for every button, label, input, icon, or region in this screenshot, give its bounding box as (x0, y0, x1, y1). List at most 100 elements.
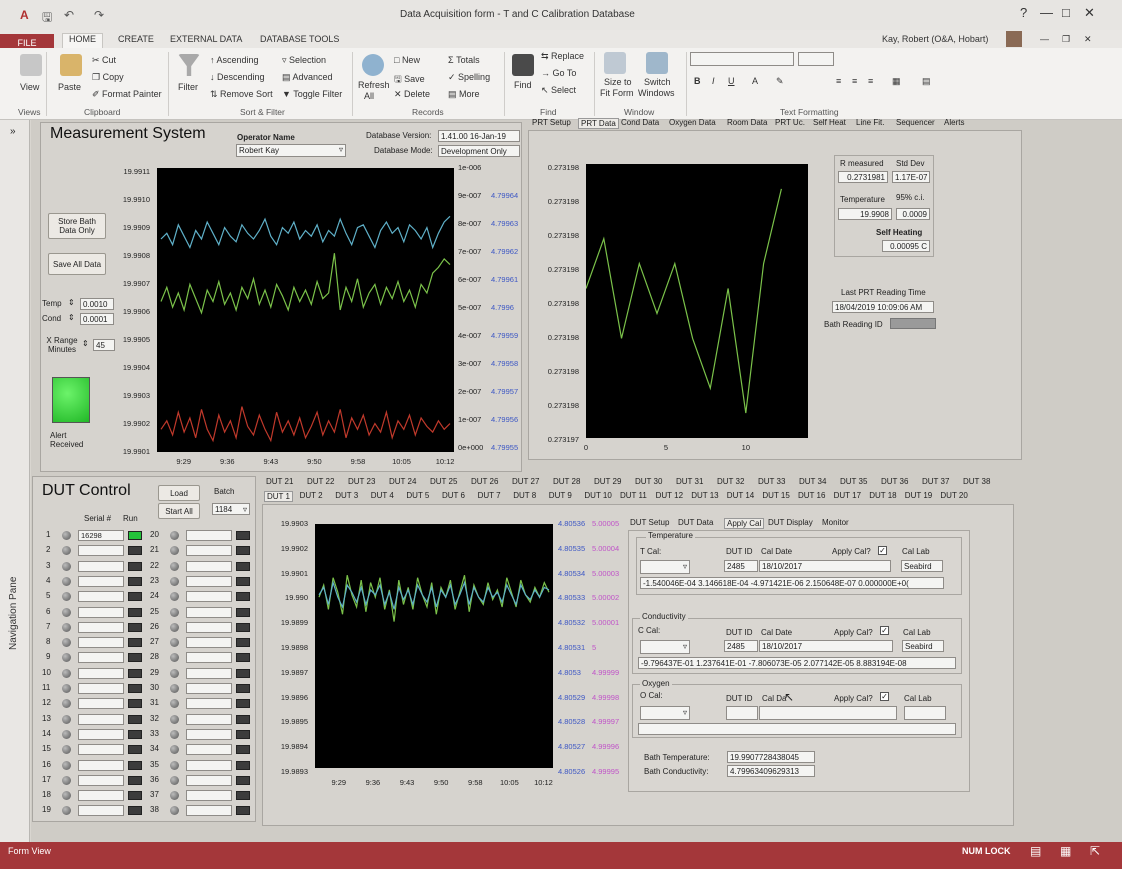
user-name[interactable]: Kay, Robert (O&A, Hobart) (882, 34, 989, 44)
subtab-monitor[interactable]: Monitor (822, 518, 849, 527)
store-bath-data-button[interactable]: Store Bath Data Only (48, 213, 106, 239)
dut-serial-input[interactable] (78, 545, 124, 557)
dut-serial-input[interactable] (78, 637, 124, 649)
dut-serial-input[interactable] (186, 606, 232, 618)
tab-dut-dut-5[interactable]: DUT 5 (406, 491, 430, 500)
dut-serial-input[interactable] (186, 759, 232, 771)
dut-run-toggle[interactable] (128, 729, 142, 739)
ascending-button[interactable]: ↑ Ascending (210, 55, 259, 65)
dut-run-toggle[interactable] (128, 546, 142, 556)
c-cal-lab-field[interactable]: Seabird (902, 640, 944, 652)
dut-run-toggle[interactable] (236, 607, 250, 617)
format-painter-button[interactable]: ✐ Format Painter (92, 89, 162, 99)
font-size-select[interactable] (798, 52, 834, 66)
tab-dut-dut-37[interactable]: DUT 37 (922, 477, 950, 486)
tab-dut-dut-28[interactable]: DUT 28 (553, 477, 581, 486)
align-left-icon[interactable]: ≡ (836, 76, 842, 86)
dut-run-toggle[interactable] (236, 791, 250, 801)
tab-prt-6[interactable]: Self Heat (813, 118, 846, 127)
tab-dut-dut-2[interactable]: DUT 2 (299, 491, 323, 500)
xrange-input[interactable]: 45 (93, 339, 115, 351)
undo-icon[interactable]: ↶ (64, 8, 75, 22)
dut-run-toggle[interactable] (236, 561, 250, 571)
dut-serial-input[interactable]: 16298 (78, 530, 124, 541)
dut-run-toggle[interactable] (236, 684, 250, 693)
tab-dut-dut-18[interactable]: DUT 18 (869, 491, 897, 500)
c-dut-id-field[interactable]: 2485 (724, 640, 758, 652)
dut-serial-input[interactable] (78, 575, 124, 587)
tab-prt-5[interactable]: PRT Uc. (775, 118, 805, 127)
delete-record-button[interactable]: ✕ Delete (394, 89, 431, 99)
tab-dut-dut-35[interactable]: DUT 35 (840, 477, 868, 486)
dut-run-toggle[interactable] (128, 791, 142, 801)
tab-dut-dut-23[interactable]: DUT 23 (348, 477, 376, 486)
tab-dut-dut-19[interactable]: DUT 19 (904, 491, 933, 500)
dut-run-toggle[interactable] (236, 760, 250, 770)
tab-dut-dut-29[interactable]: DUT 29 (594, 477, 622, 486)
dut-run-toggle[interactable] (128, 668, 142, 678)
dut-serial-input[interactable] (186, 530, 232, 541)
dut-serial-input[interactable] (78, 606, 124, 618)
dut-serial-input[interactable] (186, 744, 232, 756)
dut-serial-input[interactable] (186, 698, 232, 710)
dut-run-toggle[interactable] (128, 653, 142, 663)
o-cal-select[interactable]: ▿ (640, 706, 690, 720)
alternate-row-icon[interactable]: ▤ (922, 76, 931, 86)
t-cal-date-field[interactable]: 18/10/2017 (759, 560, 891, 572)
spelling-button[interactable]: ✓ Spelling (448, 72, 491, 82)
o-cal-lab-field[interactable] (904, 706, 946, 720)
dut-serial-input[interactable] (186, 591, 232, 603)
c-cal-date-field[interactable]: 18/10/2017 (759, 640, 893, 652)
cond-spinner-icon[interactable]: ⇕ (68, 313, 75, 322)
dut-serial-input[interactable] (186, 790, 232, 802)
dut-run-toggle[interactable] (128, 806, 142, 816)
t-apply-checkbox[interactable]: ✓ (878, 546, 887, 555)
dut-run-toggle[interactable] (128, 607, 142, 617)
tab-dut-dut-17[interactable]: DUT 17 (833, 491, 862, 500)
gridlines-icon[interactable]: ▦ (892, 76, 901, 86)
tab-prt-8[interactable]: Sequencer (896, 118, 935, 127)
tab-dut-dut-10[interactable]: DUT 10 (584, 491, 612, 500)
dut-serial-input[interactable] (186, 667, 232, 679)
subtab-dut-setup[interactable]: DUT Setup (630, 518, 670, 527)
datasheet-view-icon[interactable]: ▦ (1060, 844, 1072, 858)
refresh-button[interactable]: Refresh (358, 80, 390, 90)
tab-dut-dut-21[interactable]: DUT 21 (266, 477, 294, 486)
tab-home[interactable]: HOME (62, 33, 103, 48)
operator-select[interactable]: Robert Kay ▿ (236, 144, 346, 157)
dut-run-toggle[interactable] (128, 622, 142, 632)
dut-serial-input[interactable] (78, 591, 124, 603)
highlight-icon[interactable]: ✎ (776, 76, 784, 86)
selection-button[interactable]: ▿ Selection (282, 55, 327, 65)
tab-prt-7[interactable]: Line Fit. (856, 118, 885, 127)
tab-prt-4[interactable]: Room Data (727, 118, 768, 127)
chevron-down-icon[interactable]: ▿ (242, 505, 247, 514)
tab-prt-1[interactable]: PRT Data (578, 118, 619, 129)
tab-dut-dut-25[interactable]: DUT 25 (430, 477, 458, 486)
tab-dut-dut-36[interactable]: DUT 36 (881, 477, 909, 486)
tab-dut-dut-32[interactable]: DUT 32 (717, 477, 745, 486)
tab-dut-dut-8[interactable]: DUT 8 (513, 491, 537, 500)
temp-threshold-input[interactable]: 0.0010 (80, 298, 114, 310)
dut-serial-input[interactable] (78, 774, 124, 786)
tab-dut-dut-4[interactable]: DUT 4 (370, 491, 394, 500)
dut-serial-input[interactable] (186, 575, 232, 587)
font-name-select[interactable] (690, 52, 794, 66)
remove-sort-button[interactable]: ⇅ Remove Sort (210, 89, 273, 99)
tab-dut-dut-12[interactable]: DUT 12 (655, 491, 684, 500)
t-coefficients-field[interactable]: -1.540046E-04 3.146618E-04 -4.971421E-06… (640, 577, 944, 589)
select-button[interactable]: ↖ Select (541, 85, 577, 95)
tab-dut-dut-34[interactable]: DUT 34 (799, 477, 827, 486)
tab-dut-dut-7[interactable]: DUT 7 (477, 491, 501, 500)
dut-serial-input[interactable] (186, 774, 232, 786)
dut-serial-input[interactable] (78, 560, 124, 572)
tab-dut-dut-6[interactable]: DUT 6 (442, 491, 465, 500)
c-apply-checkbox[interactable]: ✓ (880, 626, 889, 635)
cond-threshold-input[interactable]: 0.0001 (80, 313, 114, 325)
dut-run-toggle[interactable] (128, 745, 142, 755)
save-icon[interactable]: 🖫 (42, 10, 53, 24)
dut-serial-input[interactable] (78, 790, 124, 802)
t-cal-select[interactable]: ▿ (640, 560, 690, 574)
tab-dut-dut-13[interactable]: DUT 13 (691, 491, 719, 500)
dut-serial-input[interactable] (78, 652, 124, 664)
